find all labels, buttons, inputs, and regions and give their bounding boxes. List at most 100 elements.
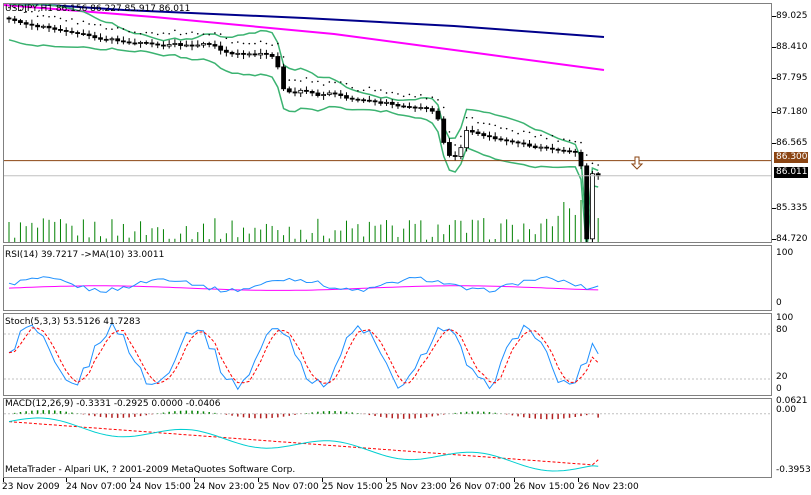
candle-body <box>258 52 264 56</box>
time-label: 25 Nov 15:00 <box>322 482 383 492</box>
candle-body <box>378 101 384 104</box>
candle-body <box>46 25 52 29</box>
sar-dot <box>339 81 342 83</box>
time-label: 26 Nov 15:00 <box>514 482 575 492</box>
candle-body <box>18 20 23 24</box>
rsi-ma-line <box>8 285 599 291</box>
sar-dot <box>322 84 325 86</box>
time-label: 26 Nov 07:00 <box>450 482 511 492</box>
candle-body <box>252 53 258 56</box>
sar-dot <box>437 99 439 101</box>
candle-body <box>567 150 572 153</box>
sar-dot <box>545 137 548 140</box>
candle-body <box>349 97 355 100</box>
candle-body <box>447 142 452 156</box>
sar-dot <box>511 129 514 132</box>
macd-pane[interactable] <box>3 398 772 478</box>
macd-header: MACD(12,26,9) -0.3331 -0.2925 0.0000 -0.… <box>5 399 221 409</box>
sar-dot <box>477 121 479 124</box>
candle-body <box>550 147 555 150</box>
sar-dot <box>420 94 422 96</box>
macd-line <box>8 417 599 472</box>
candle-body <box>584 165 590 240</box>
sar-dot <box>179 33 182 36</box>
candle-body <box>366 99 372 102</box>
sar-dot <box>482 122 485 125</box>
sar-dot <box>88 23 90 25</box>
candle-body <box>452 155 458 157</box>
stochastic-pane[interactable] <box>3 313 772 396</box>
candle-body <box>309 90 315 94</box>
sar-dot <box>208 33 210 36</box>
sar-dot <box>500 127 502 129</box>
sar-dot <box>282 56 285 58</box>
sar-dot <box>557 140 559 142</box>
candle-body <box>292 91 298 94</box>
time-tick <box>450 478 451 482</box>
sar-dot <box>425 97 428 100</box>
sar-dot <box>597 164 599 166</box>
candle-body <box>286 88 292 93</box>
sar-dot <box>185 32 188 35</box>
sar-dot <box>36 15 39 18</box>
stochastic-label: 0 <box>776 384 782 394</box>
candle-body <box>58 29 63 31</box>
price-label: 84.720 <box>776 234 808 244</box>
sar-dot <box>574 140 577 143</box>
candle-body <box>178 43 184 46</box>
sar-dot <box>65 19 67 22</box>
sar-dot <box>53 15 56 18</box>
candle-body <box>487 135 492 138</box>
candle-body <box>115 38 121 42</box>
macd-label: 0.00 <box>776 405 797 415</box>
sar-dot <box>488 123 491 125</box>
sar-dot <box>585 154 588 156</box>
candle-body <box>86 33 92 37</box>
stochastic-label: 20 <box>776 372 788 382</box>
stochastic-canvas <box>4 321 771 391</box>
sar-dot <box>151 32 153 34</box>
candle-body <box>189 44 195 47</box>
sar-dot <box>231 41 233 44</box>
candle-body <box>418 107 424 109</box>
sar-dot <box>299 80 302 82</box>
candle-body <box>572 150 578 153</box>
macd-canvas <box>4 410 771 472</box>
sar-dot <box>294 79 296 81</box>
sar-dot <box>116 27 119 29</box>
candle-body <box>321 94 327 96</box>
sar-dot <box>362 89 365 92</box>
stochastic-label: 80 <box>776 325 788 335</box>
sar-dot <box>162 32 165 34</box>
sar-dot <box>311 81 313 83</box>
sar-dot <box>534 135 537 138</box>
rsi-header: RSI(14) 39.7217 ->MA(10) 33.0011 <box>5 250 165 260</box>
sar-dot <box>517 132 519 135</box>
price-tick <box>772 16 776 17</box>
candle-body <box>498 138 504 141</box>
candle-body <box>509 140 515 143</box>
candle-body <box>544 146 550 149</box>
rsi-pane[interactable] <box>3 245 772 311</box>
sar-dot <box>305 77 308 79</box>
price-label: 87.795 <box>776 73 808 83</box>
price-chart-pane[interactable] <box>3 3 772 243</box>
candle-body <box>155 43 161 46</box>
candle-body <box>395 104 401 107</box>
candle-body <box>298 89 304 94</box>
sar-dot <box>156 33 159 36</box>
sar-dot <box>202 33 205 35</box>
sar-dot <box>357 89 359 92</box>
time-label: 23 Nov 2009 <box>2 482 60 492</box>
sar-dot <box>71 18 73 20</box>
candle-body <box>138 42 143 44</box>
candle-body <box>332 92 338 95</box>
sar-dot <box>145 31 148 34</box>
sar-dot <box>42 15 45 17</box>
sar-dot <box>448 131 451 133</box>
sar-dot <box>134 31 136 33</box>
price-label: 85.335 <box>776 203 808 213</box>
sar-dot <box>13 6 16 9</box>
candle-body <box>80 33 86 35</box>
candle-body <box>527 143 532 147</box>
